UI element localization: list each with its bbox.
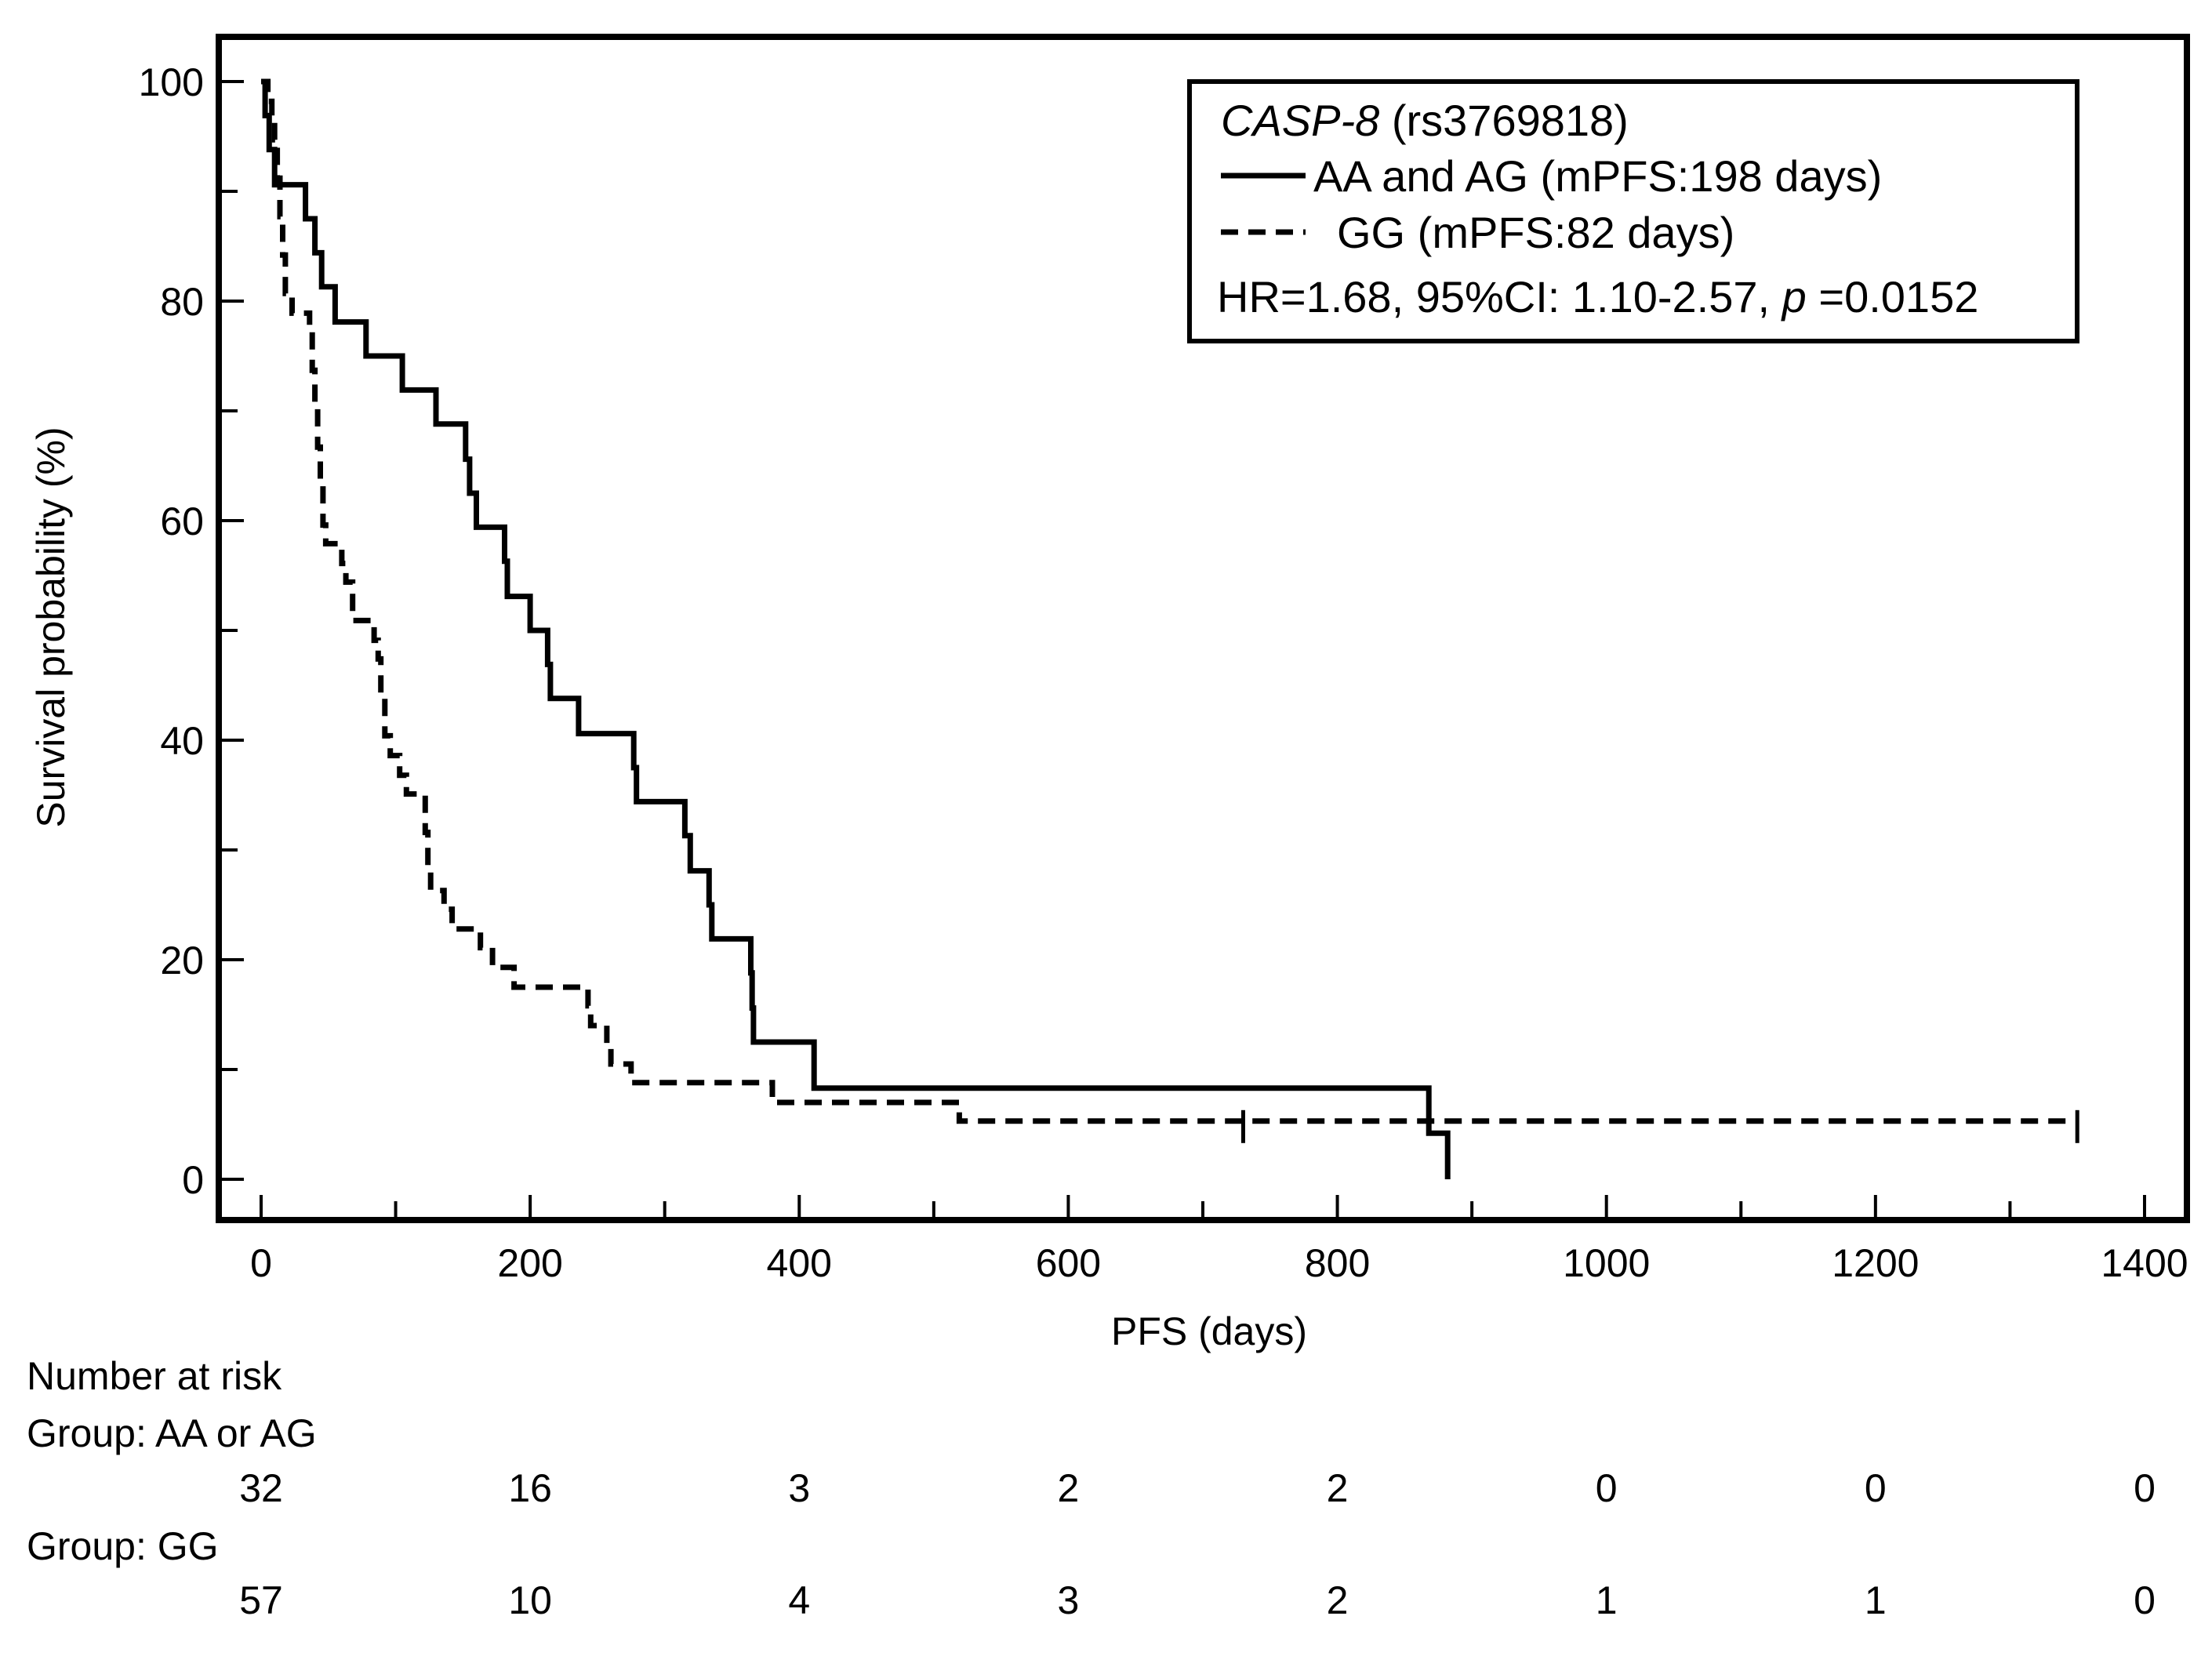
- risk-count: 3: [788, 1466, 810, 1510]
- x-axis: 0 200 400 600 800 1000 1200 1400: [250, 1195, 2188, 1285]
- legend-title: CASP-8 (rs3769818): [1221, 96, 1629, 145]
- risk-group-label-aa-ag: Group: AA or AG: [27, 1411, 317, 1455]
- risk-count: 1: [1596, 1578, 1618, 1622]
- legend: CASP-8 (rs3769818) AA and AG (mPFS:198 d…: [1187, 79, 2079, 343]
- legend-gene: CASP-8: [1221, 96, 1379, 145]
- y-tick-label: 60: [160, 499, 204, 543]
- legend-box: [1187, 79, 2079, 343]
- risk-table: Number at risk Group: AA or AG Group: GG…: [27, 1354, 2156, 1622]
- risk-row-gg: 57 10 4 3 2 1 1 0: [239, 1578, 2156, 1622]
- risk-count: 57: [239, 1578, 283, 1622]
- x-tick-label: 200: [497, 1241, 562, 1285]
- legend-snp: (rs3769818): [1392, 96, 1629, 145]
- y-tick-label: 100: [139, 60, 204, 104]
- legend-p-symbol: p: [1781, 272, 1807, 321]
- risk-count: 1: [1865, 1578, 1887, 1622]
- survival-curves: [261, 78, 2079, 1179]
- x-tick-label: 800: [1305, 1241, 1370, 1285]
- risk-table-title: Number at risk: [27, 1354, 282, 1398]
- y-tick-label: 80: [160, 280, 204, 324]
- legend-p-value: =0.0152: [1818, 272, 1978, 321]
- risk-count: 0: [1865, 1466, 1887, 1510]
- x-tick-label: 0: [250, 1241, 272, 1285]
- risk-count: 16: [508, 1466, 552, 1510]
- series-line-gg: [261, 78, 2078, 1124]
- risk-count: 2: [1058, 1466, 1080, 1510]
- risk-count: 10: [508, 1578, 552, 1622]
- x-tick-label: 400: [767, 1241, 832, 1285]
- risk-count: 3: [1058, 1578, 1080, 1622]
- legend-entry-aa-ag: AA and AG (mPFS:198 days): [1313, 151, 1882, 201]
- series-line-aa-ag: [261, 78, 1451, 1179]
- x-tick-label: 1000: [1563, 1241, 1650, 1285]
- legend-entry-gg: GG (mPFS:82 days): [1337, 208, 1734, 257]
- risk-group-label-gg: Group: GG: [27, 1524, 219, 1568]
- legend-stats: HR=1.68, 95%CI: 1.10-2.57, p =0.0152: [1217, 272, 1978, 321]
- x-tick-label: 600: [1036, 1241, 1101, 1285]
- risk-count: 2: [1327, 1466, 1349, 1510]
- x-tick-label: 1200: [1832, 1241, 1919, 1285]
- risk-count: 2: [1327, 1578, 1349, 1622]
- legend-stats-prefix: HR=1.68, 95%CI: 1.10-2.57,: [1217, 272, 1782, 321]
- risk-count: 4: [788, 1578, 810, 1622]
- y-axis-title: Survival probability (%): [29, 427, 73, 827]
- y-tick-label: 40: [160, 719, 204, 763]
- y-tick-label: 20: [160, 939, 204, 982]
- x-axis-title: PFS (days): [1111, 1309, 1307, 1353]
- y-axis: 0 20 40 60 80 100: [139, 60, 244, 1202]
- risk-count: 0: [1596, 1466, 1618, 1510]
- risk-count: 0: [2134, 1578, 2156, 1622]
- x-tick-label: 1400: [2101, 1241, 2188, 1285]
- y-tick-label: 0: [182, 1158, 204, 1202]
- risk-count: 0: [2134, 1466, 2156, 1510]
- risk-count: 32: [239, 1466, 283, 1510]
- risk-row-aa-ag: 32 16 3 2 2 0 0 0: [239, 1466, 2156, 1510]
